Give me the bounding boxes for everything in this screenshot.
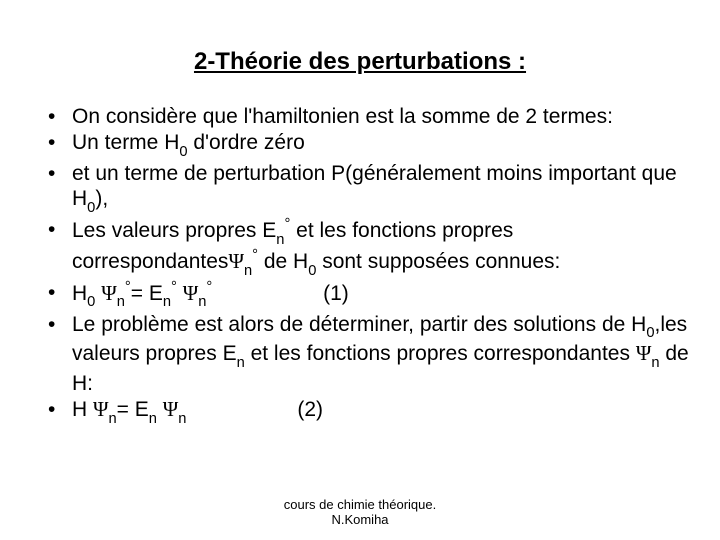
text: H [72,398,93,421]
subscript: n [178,411,186,427]
superscript: ° [125,279,131,295]
text: Les valeurs propres E [72,219,276,242]
superscript: ° [252,247,258,263]
subscript: 0 [179,144,187,160]
subscript: n [198,294,206,310]
text: = E [117,398,149,421]
text: = E [131,282,163,305]
subscript: n [163,294,171,310]
bullet-item: Un terme H0 d'ordre zéro [48,130,692,160]
text: (2) [186,398,323,421]
psi-symbol: Ψ [183,281,199,305]
bullet-item: et un terme de perturbation P(généraleme… [48,161,692,216]
subscript: n [651,355,659,371]
psi-symbol: Ψ [228,249,244,273]
subscript: n [109,411,117,427]
psi-symbol: Ψ [101,281,117,305]
text: sont supposées connues: [316,250,560,273]
slide-footer: cours de chimie théorique. N.Komiha [0,498,720,528]
footer-line: cours de chimie théorique. [0,498,720,513]
subscript: n [276,232,284,248]
subscript: n [244,263,252,279]
text: d'ordre zéro [188,131,305,154]
subscript: 0 [646,325,654,341]
text: ), [95,187,108,210]
text: H [72,282,87,305]
subscript: 0 [87,294,95,310]
text: et les fonctions propres correspondantes [245,342,636,365]
bullet-list: On considère que l'hamiltonien est la so… [28,104,692,427]
slide-title: 2-Théorie des perturbations : [28,48,692,76]
bullet-item: H Ψn= En Ψn (2) [48,397,692,427]
text: Le problème est alors de déterminer, par… [72,313,646,336]
psi-symbol: Ψ [93,397,109,421]
text: de H [258,250,308,273]
subscript: n [117,294,125,310]
subscript: 0 [308,263,316,279]
bullet-item: Les valeurs propres En° et les fonctions… [48,217,692,279]
footer-line: N.Komiha [0,513,720,528]
text: (1) [212,282,349,305]
bullet-item: On considère que l'hamiltonien est la so… [48,104,692,129]
superscript: ° [284,216,290,232]
psi-symbol: Ψ [636,341,652,365]
text: Un terme H [72,131,179,154]
subscript: n [237,355,245,371]
bullet-item: H0 Ψn°= En° Ψn° (1) [48,280,692,311]
subscript: 0 [87,200,95,216]
subscript: n [149,411,157,427]
bullet-item: Le problème est alors de déterminer, par… [48,312,692,397]
superscript: ° [206,279,212,295]
text: et un terme de perturbation P(généraleme… [72,162,677,210]
psi-symbol: Ψ [163,397,179,421]
superscript: ° [171,279,177,295]
